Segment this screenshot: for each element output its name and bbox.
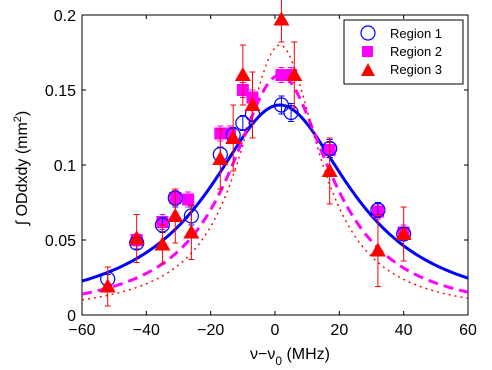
legend-label-region-2: Region 2 — [390, 44, 442, 59]
x-tick-label: −60 — [68, 322, 95, 339]
data-point-triangle — [369, 242, 386, 257]
legend-item-region-1: Region 1 — [360, 25, 442, 41]
legend-label-region-3: Region 3 — [390, 62, 442, 77]
y-axis-label-sup: 2 — [12, 116, 24, 122]
y-tick-label: 0.05 — [45, 233, 76, 250]
x-ticks: −60 −40 −20 0 20 40 60 — [68, 15, 477, 339]
data-point-triangle — [225, 130, 242, 144]
x-tick-label: 40 — [395, 322, 413, 339]
data-point-triangle — [234, 67, 251, 81]
legend: Region 1 Region 2 Region 3 — [343, 19, 464, 85]
legend-label-region-1: Region 1 — [390, 26, 442, 41]
x-tick-label: −20 — [197, 322, 224, 339]
x-axis-label-main: ν−ν — [250, 346, 275, 363]
x-tick-label: −40 — [133, 322, 160, 339]
data-point-square — [275, 69, 288, 81]
data-point-square — [182, 193, 195, 206]
data-point-circle — [273, 97, 290, 113]
legend-item-region-2: Region 2 — [362, 44, 442, 59]
y-axis-label-main: ∫ ODdxdy (mm — [14, 122, 31, 226]
x-axis-label-sub: 0 — [275, 354, 282, 368]
x-tick-label: 60 — [459, 322, 477, 339]
legend-item-region-3: Region 3 — [361, 62, 442, 77]
fit-curve-dotted — [82, 44, 468, 301]
legend-marker-circle — [360, 25, 376, 41]
x-axis-label: ν−ν0 (MHz) — [250, 346, 330, 368]
x-tick-label: 0 — [271, 322, 280, 339]
fit-curve-dashed — [82, 73, 468, 296]
data-point-triangle — [99, 278, 116, 293]
series-triangle — [99, 0, 412, 307]
y-axis-label-rest: ) — [14, 111, 31, 116]
legend-marker-square — [362, 46, 373, 57]
y-tick-label: 0.2 — [54, 8, 76, 25]
data-point-triangle — [183, 224, 200, 239]
data-point-triangle — [395, 226, 412, 240]
data-point-triangle — [167, 208, 184, 222]
data-point-circle — [283, 104, 299, 121]
data-point-circle — [235, 115, 251, 131]
data-point-triangle — [154, 236, 171, 251]
data-point-triangle — [128, 230, 145, 245]
y-ticks: 0 0.05 0.1 0.15 0.2 — [45, 8, 468, 325]
data-point-triangle — [273, 11, 290, 26]
data-point-triangle — [321, 163, 338, 177]
legend-marker-triangle — [361, 63, 375, 76]
y-axis-label: ∫ ODdxdy (mm2) — [12, 111, 31, 227]
data-markers — [99, 0, 412, 307]
y-tick-label: 0.1 — [54, 158, 76, 175]
y-tick-label: 0.15 — [45, 83, 76, 100]
x-tick-label: 20 — [330, 322, 348, 339]
y-tick-label: 0 — [67, 308, 76, 325]
data-point-triangle — [212, 151, 229, 165]
x-axis-label-rest: (MHz) — [282, 346, 330, 363]
data-point-triangle — [286, 67, 303, 81]
data-point-triangle — [244, 97, 261, 111]
